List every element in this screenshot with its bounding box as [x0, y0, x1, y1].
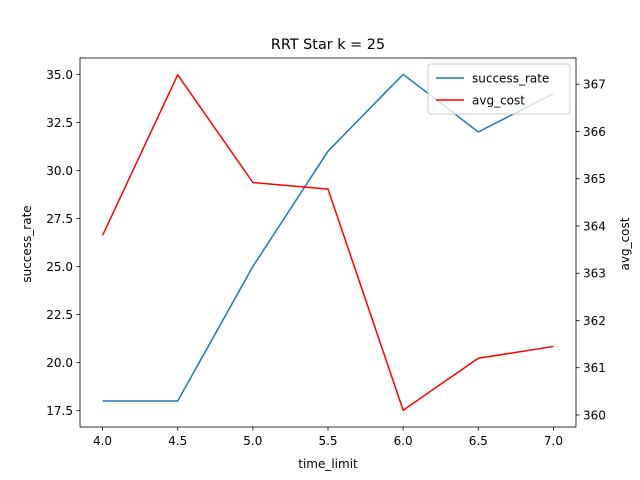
y-left-tick-label: 22.5	[46, 308, 73, 322]
legend-label-avg_cost: avg_cost	[472, 94, 525, 108]
x-tick-label: 5.5	[318, 434, 337, 448]
y-right-tick-label: 363	[583, 267, 606, 281]
legend-label-success_rate: success_rate	[472, 72, 549, 86]
x-tick-label: 6.5	[469, 434, 488, 448]
y-right-tick-label: 367	[583, 78, 606, 92]
legend: success_rate avg_cost	[427, 63, 571, 115]
axes: 4.0 4.5 5.0 5.5 6.0 6.5 7.0 17.5 20.0 22.5 25.0 27.…	[46, 57, 606, 448]
x-tick-label: 6.0	[394, 434, 413, 448]
y-left-tick-label: 25.0	[46, 260, 73, 274]
y-left-tick-label: 32.5	[46, 116, 73, 130]
series-line-success_rate	[102, 73, 554, 402]
x-tick-label: 7.0	[544, 434, 563, 448]
series-line-avg_cost	[101, 74, 554, 411]
x-tick-label: 5.0	[243, 434, 262, 448]
y-axis-right-label: avg_cost	[618, 217, 632, 270]
x-tick-label: 4.0	[93, 434, 112, 448]
y-axis-left-label: success_rate	[20, 205, 34, 282]
y-left-tick-label: 35.0	[46, 68, 73, 82]
y-left-tick-label: 30.0	[46, 164, 73, 178]
y-right-tick-label: 360	[583, 408, 606, 422]
x-axis-label: time_limit	[298, 457, 358, 471]
y-right-tick-label: 365	[583, 172, 606, 186]
y-right-tick-label: 361	[583, 361, 606, 375]
y-right-tick-label: 364	[583, 219, 606, 233]
legend-box	[427, 63, 571, 115]
chart-title: RRT Star k = 25	[271, 37, 385, 53]
plot-area	[101, 73, 554, 411]
y-left-tick-label: 17.5	[46, 404, 73, 418]
y-left-tick-label: 20.0	[46, 356, 73, 370]
y-left-tick-label: 27.5	[46, 212, 73, 226]
y-right-tick-label: 366	[583, 125, 606, 139]
x-tick-label: 4.5	[168, 434, 187, 448]
y-right-tick-label: 362	[583, 314, 606, 328]
